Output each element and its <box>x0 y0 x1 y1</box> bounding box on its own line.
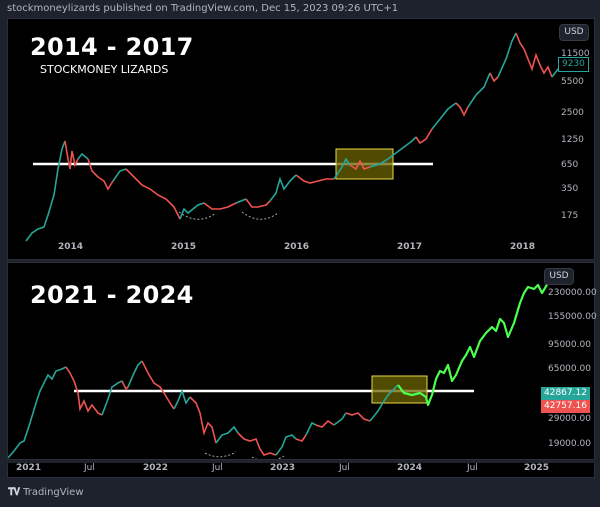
bottom-arc-1 <box>178 211 217 220</box>
chart-subtitle-top: STOCKMONEY LIZARDS <box>40 63 169 76</box>
x-tick: 2024 <box>397 463 423 473</box>
chart-title-bottom: 2021 - 2024 <box>30 281 194 309</box>
currency-button-top[interactable]: USD <box>559 24 589 41</box>
x-tick: 2023 <box>270 463 296 473</box>
x-tick: 2022 <box>143 463 169 473</box>
chart-panel-2014-2017[interactable]: 2014 - 2017 STOCKMONEY LIZARDS USD 11500… <box>7 18 595 260</box>
price-tag-down: 42757.16 <box>541 400 590 413</box>
y-tick: 5500 <box>561 77 584 87</box>
x-tick: 2014 <box>58 242 84 252</box>
bottom-arc-2 <box>241 211 279 220</box>
x-tick: Jul <box>84 463 95 473</box>
footer-brand[interactable]: TradingView <box>23 487 84 498</box>
price-chart-top[interactable] <box>8 19 594 259</box>
highlight-box <box>335 148 394 180</box>
tradingview-logo-icon: 𝐓𝐕 <box>8 487 20 498</box>
currency-button-bottom[interactable]: USD <box>544 268 574 285</box>
x-tick: Jul <box>467 463 478 473</box>
x-tick: Jul <box>212 463 223 473</box>
chart-title-top: 2014 - 2017 <box>30 33 194 61</box>
bottom-arc-2 <box>251 455 285 459</box>
x-tick: 2015 <box>171 242 197 252</box>
y-tick: 11500 <box>561 49 590 59</box>
x-tick: 2018 <box>510 242 536 252</box>
highlight-box <box>371 375 428 404</box>
y-tick: 650 <box>561 160 579 170</box>
y-tick: 29000.00 <box>548 414 591 424</box>
projection-line <box>397 277 565 407</box>
y-tick: 175 <box>561 211 579 221</box>
x-tick: 2017 <box>397 242 423 252</box>
x-tick: Jul <box>339 463 350 473</box>
footer: 𝐓𝐕 TradingView <box>8 487 84 498</box>
y-tick: 19000.00 <box>548 439 591 449</box>
x-tick: 2016 <box>284 242 310 252</box>
y-tick: 155000.00 <box>548 312 597 322</box>
y-tick: 95000.00 <box>548 340 591 350</box>
price-tag-up: 42867.12 <box>541 387 590 400</box>
last-price-tag: 9230 <box>558 57 589 72</box>
price-chart-bottom[interactable] <box>8 263 594 459</box>
x-axis-bottom: 2021 Jul 2022 Jul 2023 Jul 2024 Jul 2025 <box>7 463 595 478</box>
y-tick: 230000.00 <box>548 288 597 298</box>
publish-header: stockmoneylizards published on TradingVi… <box>7 3 399 14</box>
chart-panel-2021-2024[interactable]: 2021 - 2024 USD 230000.00 155000.00 9500… <box>7 262 597 460</box>
y-tick: 65000.00 <box>548 364 591 374</box>
x-tick: 2021 <box>16 463 42 473</box>
bottom-arc-1 <box>204 451 237 458</box>
y-tick: 350 <box>561 184 579 194</box>
y-tick: 2500 <box>561 108 584 118</box>
y-tick: 1250 <box>561 135 584 145</box>
x-tick: 2025 <box>524 463 550 473</box>
